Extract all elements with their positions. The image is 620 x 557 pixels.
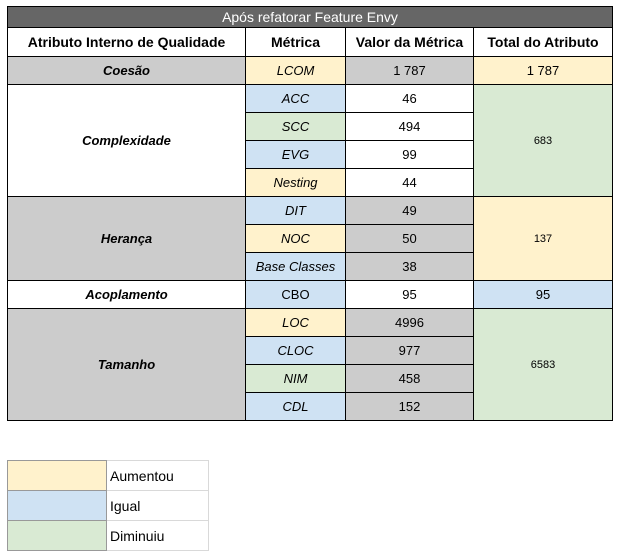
metric-value-noc: 50: [345, 224, 474, 253]
legend-row-decreased: Diminuiu: [7, 520, 209, 551]
legend-label-equal: Igual: [106, 490, 209, 521]
metric-value-evg: 99: [345, 140, 474, 169]
header-metric: Métrica: [245, 27, 346, 57]
metric-name-noc: NOC: [245, 224, 346, 253]
metric-name-nesting: Nesting: [245, 168, 346, 197]
metric-name-nim: NIM: [245, 364, 346, 393]
metric-value-lcom: 1 787: [345, 56, 474, 85]
legend-swatch-increased: [7, 460, 107, 491]
metric-value-scc: 494: [345, 112, 474, 141]
legend-swatch-decreased: [7, 520, 107, 551]
attribute-cell-complexidade: Complexidade: [7, 84, 246, 197]
attribute-cell-heranca: Herança: [7, 196, 246, 281]
table-title: Após refatorar Feature Envy: [7, 6, 613, 28]
legend-row-increased: Aumentou: [7, 460, 209, 491]
header-attribute: Atributo Interno de Qualidade: [7, 27, 246, 57]
metric-value-acc: 46: [345, 84, 474, 113]
legend-row-equal: Igual: [7, 490, 209, 521]
metric-value-cbo: 95: [345, 280, 474, 309]
metric-value-loc: 4996: [345, 308, 474, 337]
header-metric-value: Valor da Métrica: [345, 27, 474, 57]
metric-name-evg: EVG: [245, 140, 346, 169]
metric-value-cdl: 152: [345, 392, 474, 421]
legend-label-increased: Aumentou: [106, 460, 209, 491]
metric-name-lcom: LCOM: [245, 56, 346, 85]
attribute-total-acoplamento: 95: [473, 280, 613, 309]
metrics-table: Após refatorar Feature Envy Atributo Int…: [7, 6, 613, 421]
metric-value-dit: 49: [345, 196, 474, 225]
metric-name-base-classes: Base Classes: [245, 252, 346, 281]
attribute-cell-tamanho: Tamanho: [7, 308, 246, 421]
metric-name-scc: SCC: [245, 112, 346, 141]
metric-name-cdl: CDL: [245, 392, 346, 421]
header-attribute-total: Total do Atributo: [473, 27, 613, 57]
metric-name-dit: DIT: [245, 196, 346, 225]
metric-value-cloc: 977: [345, 336, 474, 365]
color-legend: Aumentou Igual Diminuiu: [7, 460, 209, 551]
metric-name-acc: ACC: [245, 84, 346, 113]
metric-name-cloc: CLOC: [245, 336, 346, 365]
metric-name-loc: LOC: [245, 308, 346, 337]
metric-value-nesting: 44: [345, 168, 474, 197]
attribute-total-complexidade: 683: [473, 84, 613, 197]
attribute-cell-acoplamento: Acoplamento: [7, 280, 246, 309]
legend-label-decreased: Diminuiu: [106, 520, 209, 551]
metric-value-nim: 458: [345, 364, 474, 393]
attribute-total-heranca: 137: [473, 196, 613, 281]
metric-value-base-classes: 38: [345, 252, 474, 281]
legend-swatch-equal: [7, 490, 107, 521]
attribute-total-tamanho: 6583: [473, 308, 613, 421]
attribute-total-coesao: 1 787: [473, 56, 613, 85]
attribute-cell-coesao: Coesão: [7, 56, 246, 85]
metric-name-cbo: CBO: [245, 280, 346, 309]
